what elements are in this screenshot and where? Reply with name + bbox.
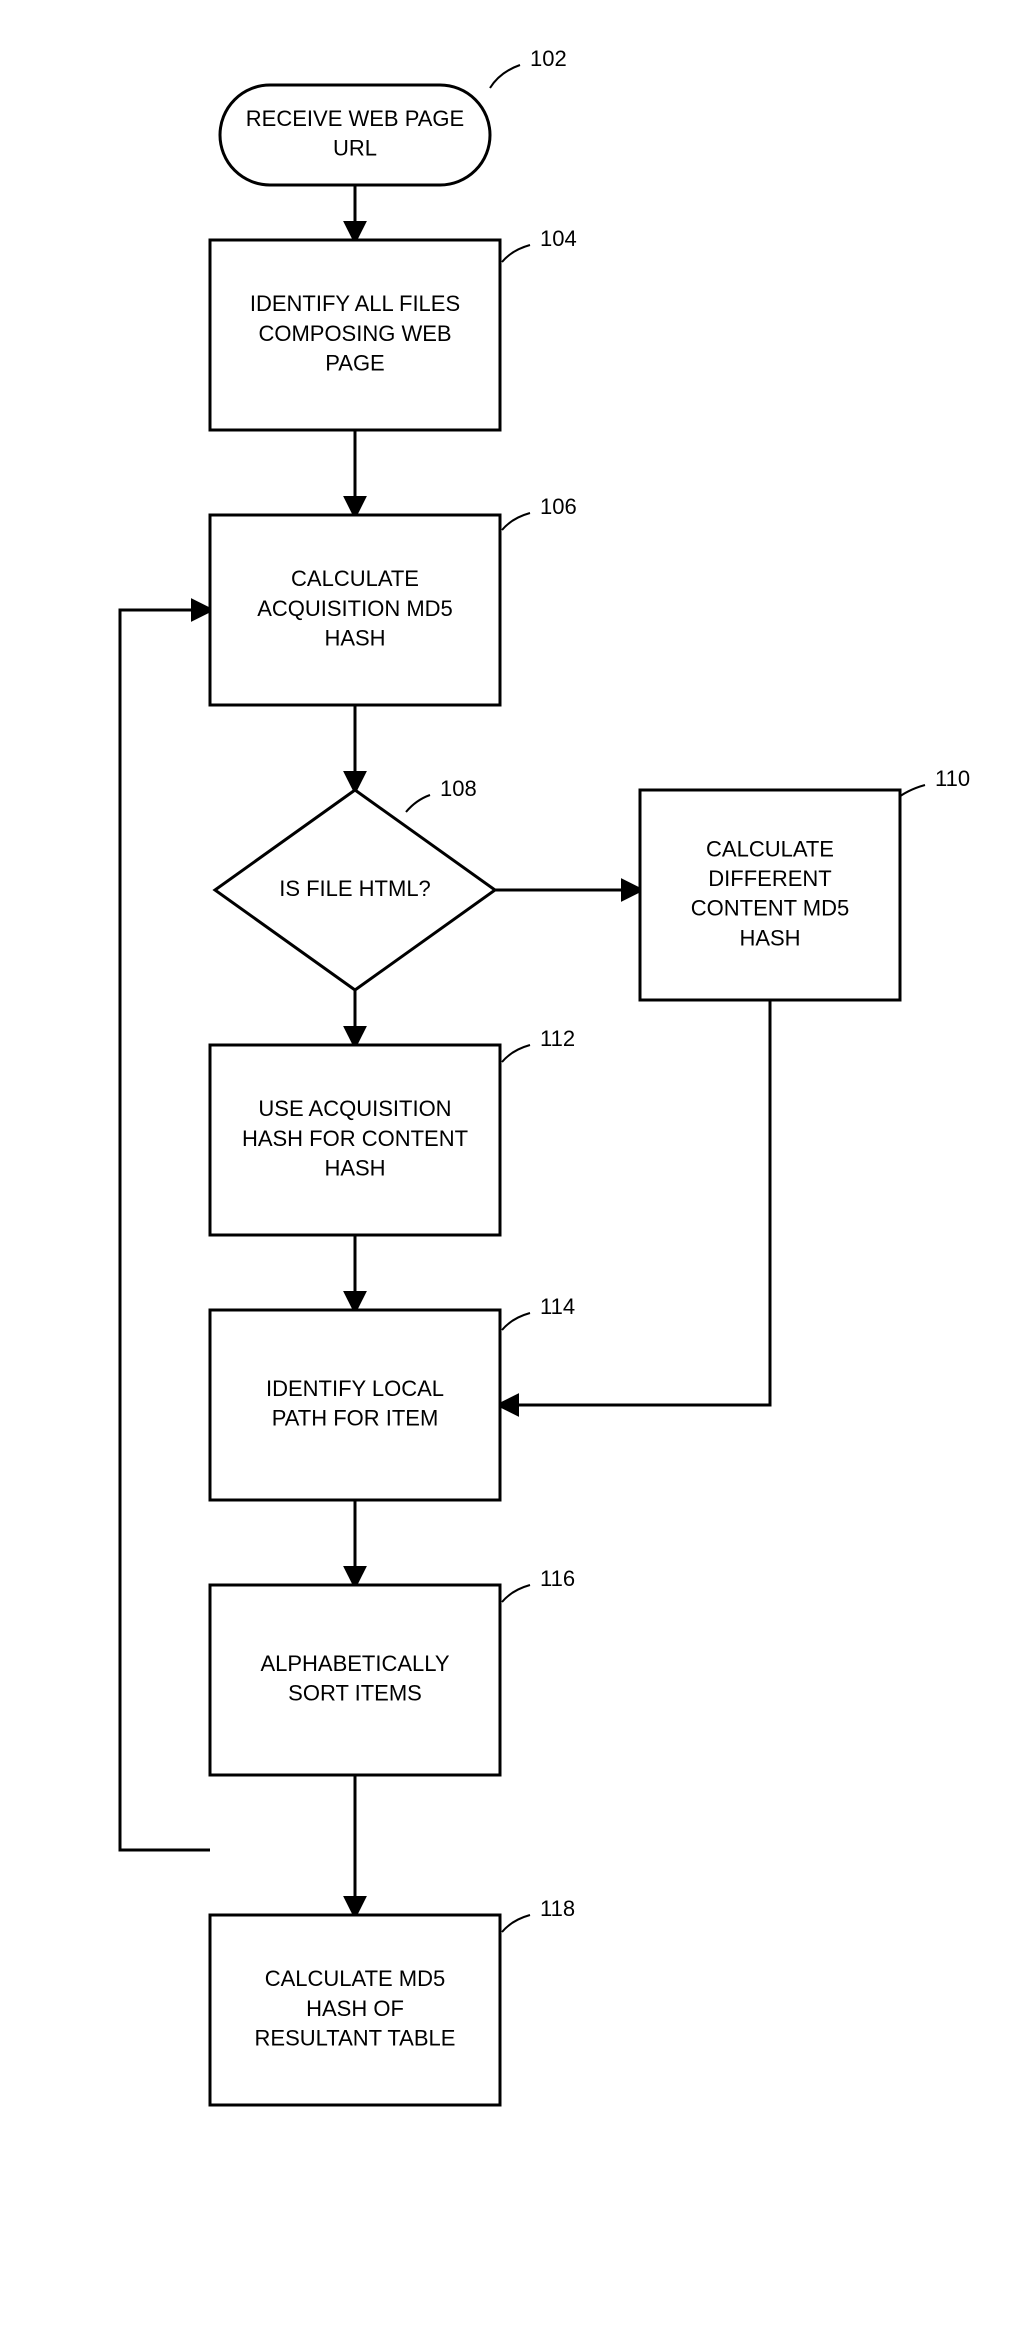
- reference-label: 106: [540, 494, 577, 519]
- svg-text:HASH: HASH: [324, 626, 385, 651]
- reference-label: 110: [935, 766, 970, 791]
- flowchart-edge: [500, 1000, 770, 1405]
- svg-text:SORT ITEMS: SORT ITEMS: [288, 1681, 422, 1706]
- svg-text:RECEIVE WEB PAGE: RECEIVE WEB PAGE: [246, 106, 464, 131]
- flowchart-edge: [120, 610, 210, 1850]
- svg-text:PAGE: PAGE: [325, 351, 385, 376]
- reference-leader: [490, 65, 520, 88]
- flowchart-node-104: IDENTIFY ALL FILES COMPOSING WEB PAGE: [210, 240, 500, 430]
- flowchart-node-102: RECEIVE WEB PAGE URL: [220, 85, 490, 185]
- flowchart-node-114: IDENTIFY LOCAL PATH FOR ITEM: [210, 1310, 500, 1500]
- flowchart-node-116: ALPHABETICALLY SORT ITEMS: [210, 1585, 500, 1775]
- svg-text:HASH: HASH: [739, 925, 800, 950]
- reference-leader: [502, 1313, 530, 1330]
- reference-leader: [406, 795, 430, 812]
- reference-label: 118: [540, 1896, 575, 1921]
- flowchart-node-112: USE ACQUISITION HASH FOR CONTENT HASH: [210, 1045, 500, 1235]
- svg-text:CALCULATE: CALCULATE: [706, 836, 834, 861]
- reference-label: 114: [540, 1294, 575, 1319]
- svg-text:URL: URL: [333, 136, 377, 161]
- svg-text:IDENTIFY LOCAL: IDENTIFY LOCAL: [266, 1376, 444, 1401]
- svg-text:CALCULATE MD5: CALCULATE MD5: [265, 1966, 446, 1991]
- flowchart-node-118: CALCULATE MD5 HASH OF RESULTANT TABLE: [210, 1915, 500, 2105]
- reference-leader: [502, 1045, 530, 1062]
- svg-text:HASH: HASH: [324, 1156, 385, 1181]
- svg-text:ACQUISITION MD5: ACQUISITION MD5: [257, 596, 453, 621]
- svg-text:IDENTIFY ALL FILES: IDENTIFY ALL FILES: [250, 291, 460, 316]
- svg-text:IS FILE HTML?: IS FILE HTML?: [279, 876, 431, 901]
- reference-label: 116: [540, 1566, 575, 1591]
- reference-leader: [502, 245, 530, 262]
- flowchart-node-108: IS FILE HTML?: [215, 790, 495, 990]
- svg-text:ALPHABETICALLY: ALPHABETICALLY: [260, 1651, 449, 1676]
- svg-text:COMPOSING WEB: COMPOSING WEB: [258, 321, 451, 346]
- reference-leader: [502, 513, 530, 530]
- reference-label: 112: [540, 1026, 575, 1051]
- flowchart-node-106: CALCULATE ACQUISITION MD5 HASH: [210, 515, 500, 705]
- reference-leader: [502, 1915, 530, 1932]
- flowchart-node-110: CALCULATE DIFFERENT CONTENT MD5 HASH: [640, 790, 900, 1000]
- reference-label: 102: [530, 46, 567, 71]
- reference-label: 104: [540, 226, 577, 251]
- svg-text:PATH FOR ITEM: PATH FOR ITEM: [272, 1406, 439, 1431]
- svg-text:HASH OF: HASH OF: [306, 1996, 404, 2021]
- svg-text:DIFFERENT: DIFFERENT: [708, 866, 831, 891]
- svg-text:HASH FOR CONTENT: HASH FOR CONTENT: [242, 1126, 468, 1151]
- svg-text:USE ACQUISITION: USE ACQUISITION: [258, 1096, 451, 1121]
- svg-text:CONTENT MD5: CONTENT MD5: [691, 896, 850, 921]
- svg-text:CALCULATE: CALCULATE: [291, 566, 419, 591]
- flowchart-diagram: RECEIVE WEB PAGE URL IDENTIFY ALL FILES COM…: [0, 0, 1020, 2327]
- reference-leader: [502, 1585, 530, 1602]
- reference-label: 108: [440, 776, 477, 801]
- svg-text:RESULTANT TABLE: RESULTANT TABLE: [255, 2026, 456, 2051]
